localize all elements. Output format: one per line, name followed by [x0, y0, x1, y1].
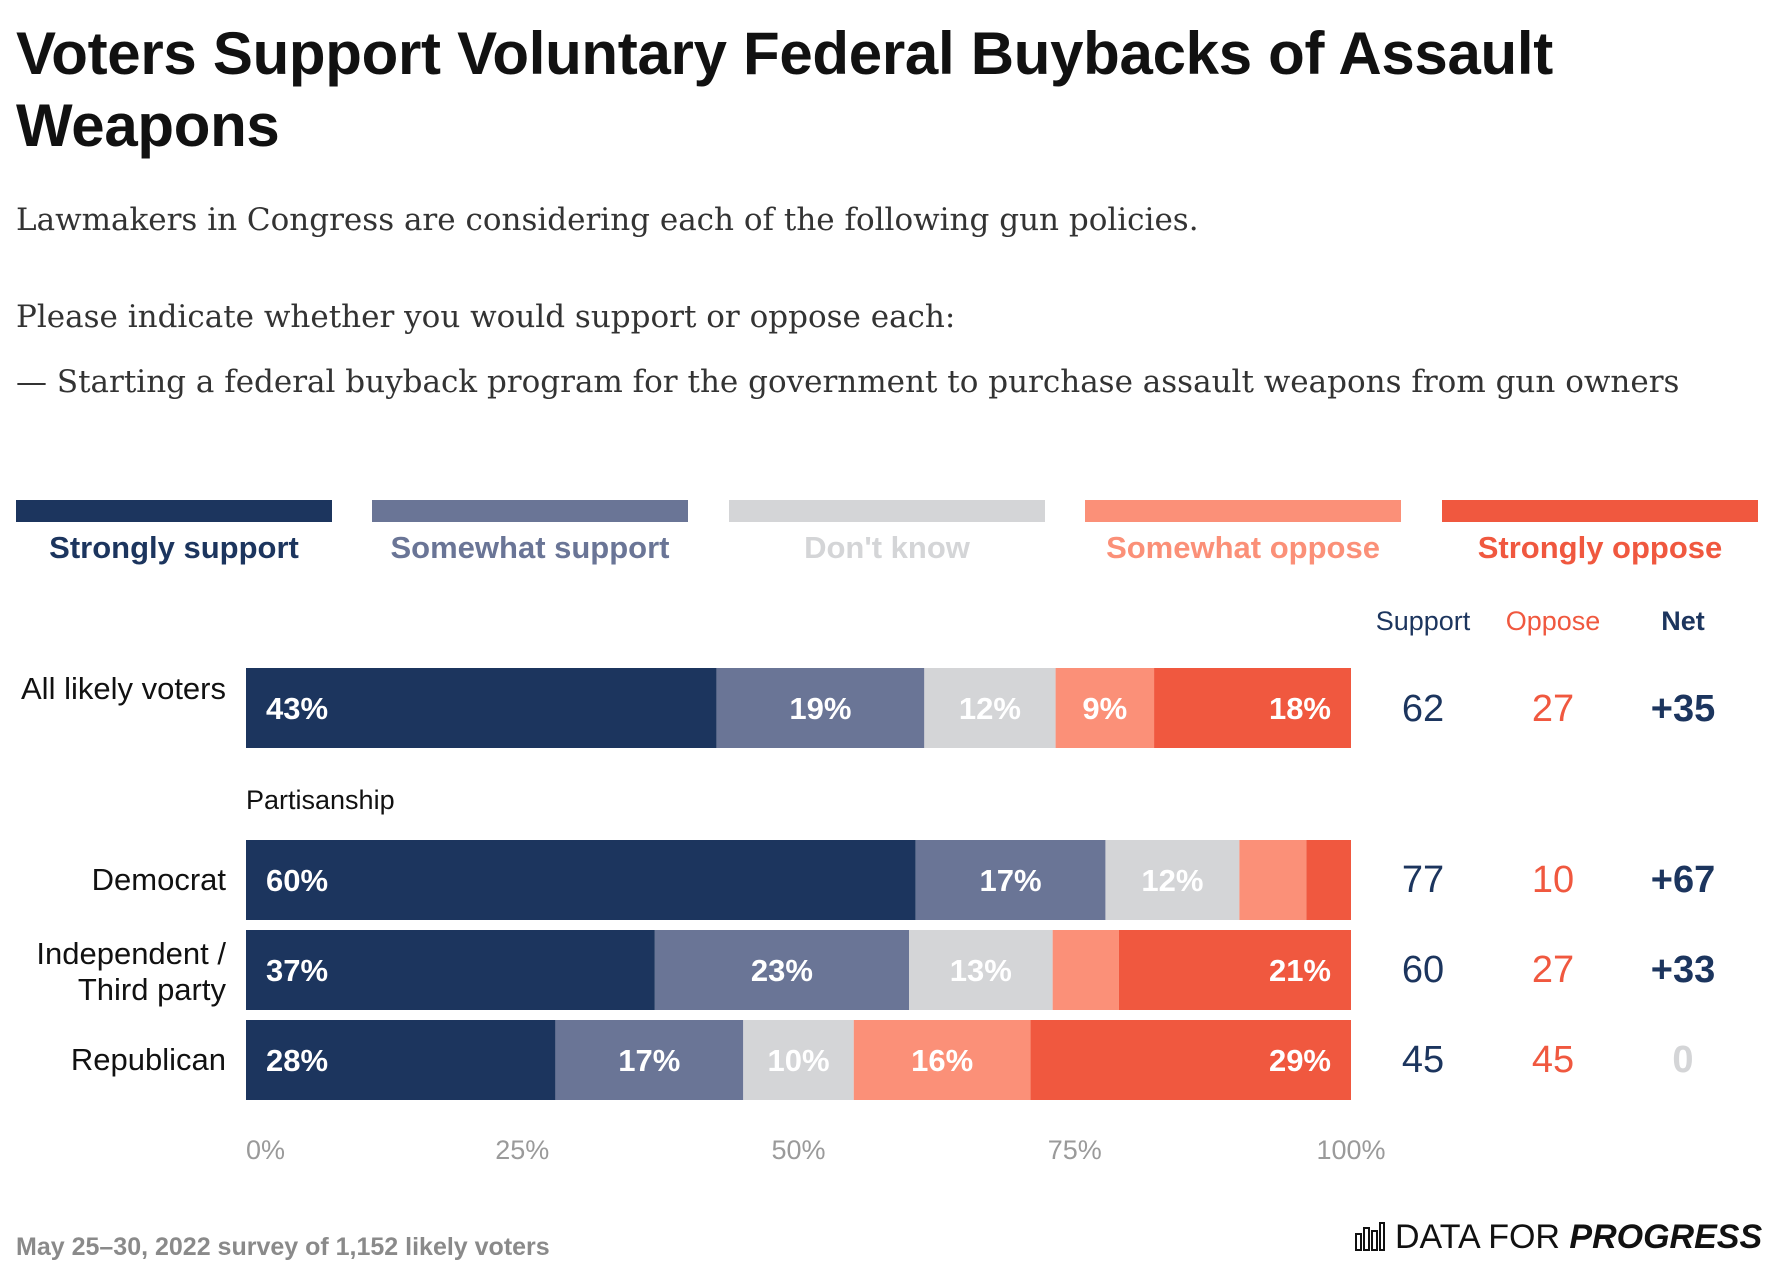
x-tick-label: 50%: [771, 1135, 825, 1165]
support-value-all: 62: [1401, 688, 1445, 730]
x-tick-label: 100%: [1316, 1135, 1385, 1165]
legend-dont-know: Don't know: [729, 500, 1045, 566]
bar-independent-somewhat-oppose: [1052, 930, 1119, 1010]
brand-wordmark: DATA FOR PROGRESS: [1355, 1218, 1762, 1260]
legend-strongly-support: Strongly support: [16, 500, 332, 566]
data-label-independent-dont-know: 13%: [950, 953, 1012, 988]
data-label-independent-strongly-oppose: 21%: [1269, 953, 1331, 988]
net-value-democrat: +67: [1650, 859, 1716, 901]
net-value-republican: 0: [1672, 1039, 1694, 1081]
bar-democrat-somewhat-support: [915, 840, 1106, 920]
column-header-support: Support: [1375, 606, 1471, 636]
subtitle-instruction: Please indicate whether you would suppor…: [16, 299, 956, 335]
bar-democrat-dont-know: [1105, 840, 1240, 920]
legend-label-somewhat-oppose: Somewhat oppose: [1106, 530, 1380, 565]
data-label-republican-strongly-oppose: 29%: [1269, 1043, 1331, 1078]
subtitle-question: — Starting a federal buyback program for…: [16, 364, 1680, 400]
bar-independent-strongly-support: [246, 930, 655, 1010]
bar-democrat-strongly-support: [246, 840, 916, 920]
row-label-independent: Independent / Third party: [36, 936, 226, 1007]
legend-label-strongly-support: Strongly support: [49, 530, 299, 565]
row-label-democrat: Democrat: [91, 862, 226, 897]
data-label-republican-strongly-support: 28%: [266, 1043, 328, 1078]
chart-title: Voters Support Voluntary Federal Buyback…: [16, 20, 1553, 159]
oppose-value-republican: 45: [1531, 1039, 1575, 1081]
bar-independent-dont-know: [909, 930, 1053, 1010]
bar-democrat-strongly-oppose: [1306, 840, 1351, 920]
bar-all-likely-voters-somewhat-support: [716, 668, 925, 748]
legend-swatch-strongly-oppose: [1442, 500, 1758, 522]
legend-label-dont-know: Don't know: [804, 530, 970, 565]
data-label-republican-somewhat-support: 17%: [618, 1043, 680, 1078]
legend-swatch-somewhat-support: [372, 500, 688, 522]
bar-republican-dont-know: [743, 1020, 854, 1100]
bar-all-likely-voters-somewhat-oppose: [1055, 668, 1155, 748]
bar-all-likely-voters-strongly-oppose: [1154, 668, 1351, 748]
bar-independent-strongly-oppose: [1118, 930, 1351, 1010]
bar-republican-strongly-support: [246, 1020, 556, 1100]
legend-swatch-somewhat-oppose: [1085, 500, 1401, 522]
legend-label-somewhat-support: Somewhat support: [390, 530, 670, 565]
data-label-independent-somewhat-support: 23%: [751, 953, 813, 988]
bar-all-likely-voters-dont-know: [924, 668, 1056, 748]
x-tick-label: 25%: [495, 1135, 549, 1165]
brand-prefix: DATA FOR: [1395, 1218, 1570, 1256]
bar-independent-somewhat-support: [654, 930, 909, 1010]
bar-republican-somewhat-oppose: [853, 1020, 1031, 1100]
data-label-all-likely-voters-dont-know: 12%: [959, 691, 1021, 726]
bar-republican-strongly-oppose: [1030, 1020, 1351, 1100]
group-label-partisanship: Partisanship: [246, 785, 395, 815]
data-label-republican-somewhat-oppose: 16%: [911, 1043, 973, 1078]
legend-label-strongly-oppose: Strongly oppose: [1477, 530, 1723, 565]
data-label-all-likely-voters-strongly-support: 43%: [266, 691, 328, 726]
bar-chart-logo-icon: [1355, 1221, 1385, 1260]
data-label-democrat-somewhat-support: 17%: [980, 863, 1042, 898]
oppose-value-independent: 27: [1531, 949, 1575, 991]
data-label-republican-dont-know: 10%: [767, 1043, 829, 1078]
data-label-democrat-dont-know: 12%: [1141, 863, 1203, 898]
subtitle-intro: Lawmakers in Congress are considering ea…: [16, 202, 1199, 238]
support-value-republican: 45: [1401, 1039, 1445, 1081]
oppose-value-all: 27: [1531, 688, 1575, 730]
bar-republican-somewhat-support: [555, 1020, 744, 1100]
net-value-all: +35: [1650, 688, 1716, 730]
row-label-republican: Republican: [70, 1042, 226, 1077]
bar-all-likely-voters-strongly-support: [246, 668, 717, 748]
legend-somewhat-support: Somewhat support: [372, 500, 688, 566]
legend-somewhat-oppose: Somewhat oppose: [1085, 500, 1401, 566]
data-label-all-likely-voters-strongly-oppose: 18%: [1269, 691, 1331, 726]
column-header-net: Net: [1661, 606, 1705, 636]
row-label-all-likely-voters: All likely voters: [21, 671, 226, 706]
data-label-democrat-strongly-support: 60%: [266, 863, 328, 898]
x-tick-label: 75%: [1048, 1135, 1102, 1165]
legend-strongly-oppose: Strongly oppose: [1442, 500, 1758, 566]
legend-swatch-dont-know: [729, 500, 1045, 522]
column-header-oppose: Oppose: [1505, 606, 1601, 636]
x-tick-label: 0%: [246, 1135, 285, 1165]
net-value-independent: +33: [1650, 949, 1716, 991]
support-value-independent: 60: [1401, 949, 1445, 991]
oppose-value-democrat: 10: [1531, 859, 1575, 901]
survey-footnote: May 25–30, 2022 survey of 1,152 likely v…: [16, 1233, 550, 1261]
support-value-democrat: 77: [1401, 859, 1445, 901]
brand-bold: PROGRESS: [1569, 1218, 1763, 1256]
bar-democrat-somewhat-oppose: [1239, 840, 1307, 920]
data-label-all-likely-voters-somewhat-oppose: 9%: [1082, 691, 1127, 726]
legend-swatch-strongly-support: [16, 500, 332, 522]
data-label-independent-strongly-support: 37%: [266, 953, 328, 988]
data-label-all-likely-voters-somewhat-support: 19%: [789, 691, 851, 726]
